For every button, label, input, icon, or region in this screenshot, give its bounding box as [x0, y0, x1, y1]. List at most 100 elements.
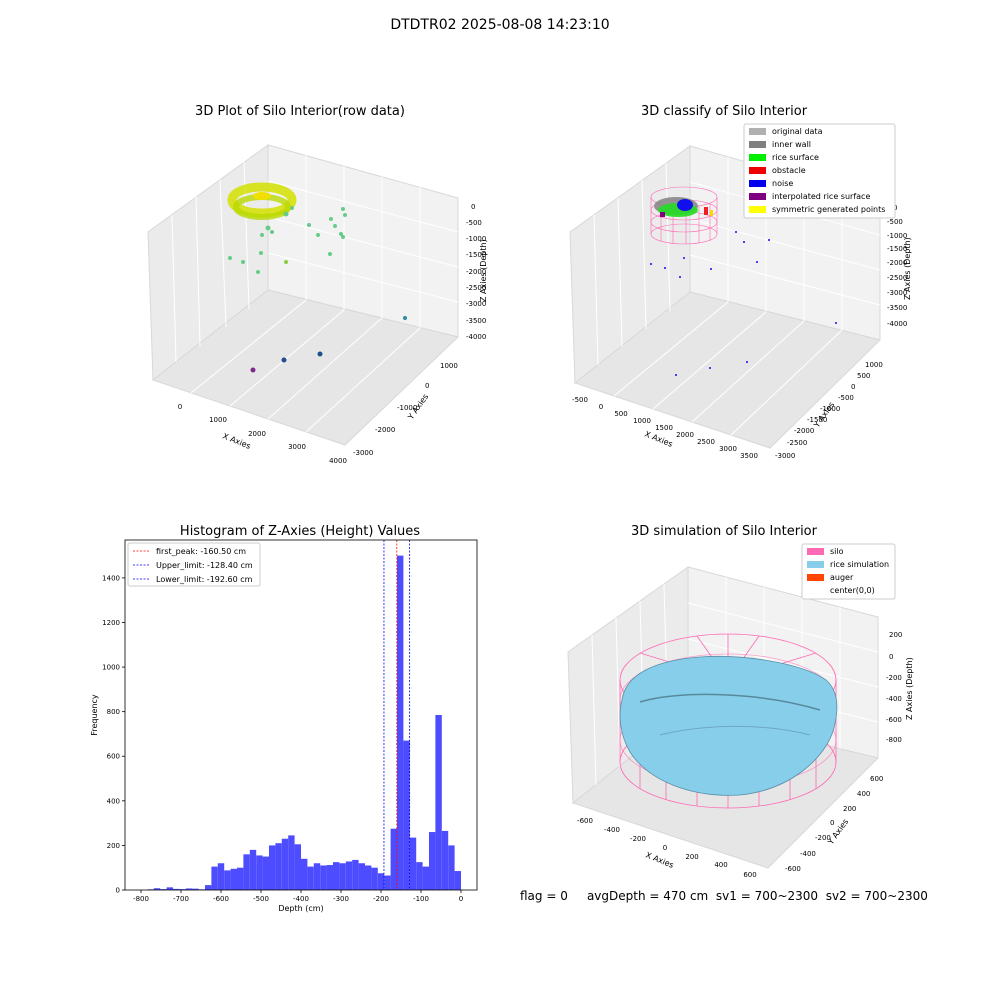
svg-text:-400: -400	[886, 695, 902, 703]
raw-pane-floor	[151, 289, 460, 446]
histogram-bar	[179, 889, 186, 890]
legend-upper-limit: Upper_limit: -128.40 cm	[156, 561, 253, 570]
legend-swatch-obstacle	[749, 167, 766, 174]
classify-plot-title: 3D classify of Silo Interior	[640, 104, 808, 119]
svg-text:-2500: -2500	[787, 439, 807, 447]
svg-text:0: 0	[178, 403, 182, 411]
histogram-bar	[333, 862, 340, 890]
svg-text:-4000: -4000	[466, 333, 486, 341]
histogram-legend: first_peak: -160.50 cm Upper_limit: -128…	[127, 542, 261, 587]
svg-text:3000: 3000	[719, 445, 737, 453]
histogram-bar	[217, 863, 225, 890]
legend-swatch-symmetric	[749, 206, 766, 213]
simulation-pane-left	[567, 566, 689, 805]
histogram-bar	[345, 861, 353, 890]
legend-swatch-interpolated	[749, 193, 766, 200]
histogram-bar	[371, 867, 378, 890]
histogram-bar	[454, 871, 461, 890]
simulation-rice-surface	[619, 656, 838, 796]
classify-points	[654, 197, 713, 217]
legend-swatch-inner-wall	[749, 141, 766, 148]
histogram-bars	[147, 555, 461, 890]
status-flag: flag = 0	[520, 889, 568, 903]
legend-swatch-original-data	[749, 128, 766, 135]
svg-text:0: 0	[425, 382, 429, 390]
y-tick-label: 1400	[102, 574, 120, 582]
svg-text:200: 200	[889, 631, 902, 639]
raw-z-ticks: 0 -500 -1000 -1500 -2000 -2500 -3000 -35…	[466, 203, 486, 341]
svg-text:400: 400	[857, 790, 870, 798]
x-tick-label: -400	[293, 895, 309, 903]
histogram-bar	[397, 555, 404, 890]
histogram-title: Histogram of Z-Axies (Height) Values	[179, 524, 421, 539]
histogram-bar	[288, 835, 295, 890]
svg-text:3000: 3000	[288, 443, 306, 451]
svg-text:-200: -200	[886, 674, 902, 682]
legend-swatch-silo	[807, 548, 824, 555]
classify-grid	[593, 157, 881, 436]
histogram-bar	[249, 849, 257, 890]
histogram-bar	[230, 868, 237, 890]
histogram-bar	[269, 845, 276, 890]
svg-text:1000: 1000	[209, 416, 227, 424]
legend-symmetric: symmetric generated points	[772, 205, 885, 214]
svg-text:500: 500	[614, 410, 627, 418]
y-tick-label: 400	[107, 797, 120, 805]
raw-x-label: X Axies	[221, 432, 252, 451]
svg-text:-1000: -1000	[397, 404, 417, 412]
figure-title: DTDTR02 2025-08-08 14:23:10	[390, 17, 610, 33]
classify-pane-back	[689, 145, 881, 341]
simulation-z-ticks: 200 0 -200 -400 -600 -800	[886, 631, 902, 744]
histogram-bar	[441, 830, 449, 890]
x-tick-label: -100	[413, 895, 429, 903]
classify-pane-floor	[573, 291, 881, 449]
svg-text:0: 0	[889, 653, 893, 661]
svg-text:-3000: -3000	[887, 289, 907, 297]
legend-rice-simulation: rice simulation	[830, 560, 889, 569]
histogram-x-ticks: -800 -700 -600 -500 -400 -300 -200 -100 0	[133, 890, 463, 903]
histogram-bar	[352, 859, 359, 890]
legend-first-peak: first_peak: -160.50 cm	[156, 547, 246, 556]
simulation-pane-floor	[571, 711, 879, 869]
svg-text:-2000: -2000	[887, 259, 907, 267]
histogram-vlines	[383, 540, 411, 890]
raw-surface-points	[227, 182, 297, 220]
legend-swatch-rice-simulation	[807, 561, 824, 568]
svg-text:-3000: -3000	[466, 300, 486, 308]
raw-scatter-points	[228, 206, 347, 274]
histogram-bar	[224, 870, 231, 890]
status-line: flag = 0 avgDepth = 470 cm sv1 = 700~230…	[520, 889, 928, 903]
legend-inner-wall: inner wall	[772, 140, 811, 149]
histogram-bar	[409, 837, 417, 890]
legend-interpolated: interpolated rice surface	[772, 192, 870, 201]
classify-z-label: Z Axies (Depth)	[903, 237, 912, 300]
svg-text:-1500: -1500	[807, 416, 827, 424]
raw-y-ticks: 1000 0 -1000 -2000 -3000	[353, 362, 458, 457]
histogram-bar	[166, 887, 173, 890]
svg-text:1000: 1000	[865, 361, 883, 369]
svg-text:-400: -400	[800, 850, 816, 858]
svg-text:500: 500	[857, 372, 870, 380]
y-tick-label: 1200	[102, 619, 120, 627]
histogram-bar	[153, 888, 161, 890]
classify-noise-points	[650, 231, 837, 376]
svg-text:2000: 2000	[248, 430, 266, 438]
svg-text:-600: -600	[886, 716, 902, 724]
svg-text:-500: -500	[887, 218, 903, 226]
histogram-bar	[384, 875, 391, 890]
legend-swatch-rice-surface	[749, 154, 766, 161]
classify-y-label: Y Axies	[812, 400, 837, 430]
histogram-bar	[237, 867, 244, 890]
classify-silo-wireframe	[650, 186, 718, 245]
raw-pane-back	[267, 144, 459, 338]
svg-text:-500: -500	[838, 394, 854, 402]
svg-text:-2500: -2500	[887, 274, 907, 282]
svg-text:-3500: -3500	[466, 317, 486, 325]
simulation-legend: silo rice simulation auger center(0,0)	[801, 543, 896, 600]
legend-noise: noise	[772, 179, 793, 188]
histogram-bar	[320, 865, 327, 890]
histogram-bar	[262, 856, 269, 890]
svg-text:1500: 1500	[655, 424, 673, 432]
svg-text:-600: -600	[785, 865, 801, 873]
